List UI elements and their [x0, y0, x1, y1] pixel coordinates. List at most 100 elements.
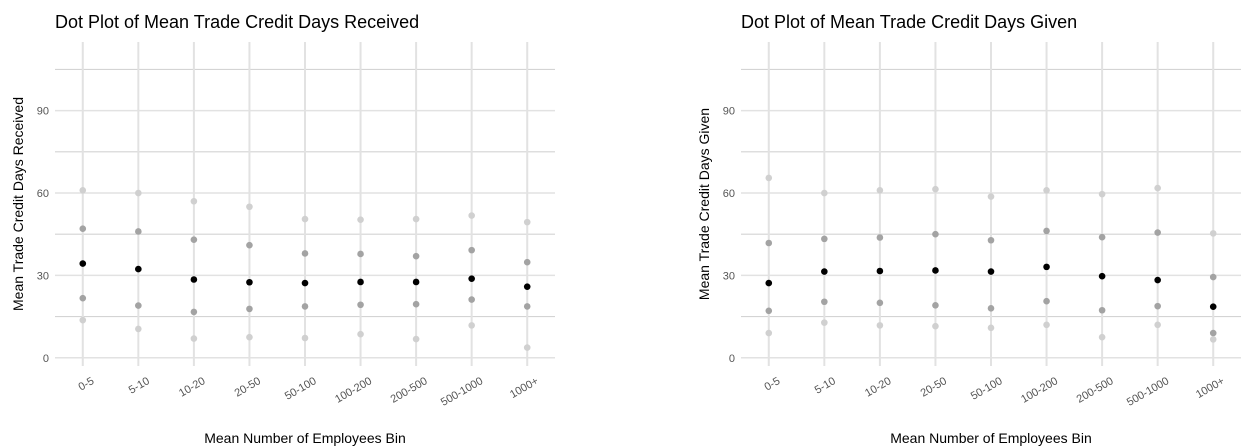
dot: [79, 260, 87, 267]
dot: [1043, 186, 1050, 194]
dot: [876, 234, 884, 241]
dot: [1098, 306, 1106, 314]
dot: [301, 215, 309, 223]
dot: [412, 215, 420, 223]
dot: [876, 267, 884, 275]
dot: [821, 319, 828, 326]
dot: [523, 283, 531, 290]
y-tick-label: 90: [37, 106, 49, 118]
y-tick-label: 60: [723, 188, 735, 200]
dot: [412, 335, 420, 343]
dot: [523, 258, 531, 266]
dot: [523, 218, 531, 226]
dot: [412, 278, 420, 286]
dot: [135, 302, 142, 309]
dot: [876, 322, 884, 329]
dot: [412, 300, 420, 308]
x-tick-label: 100-200: [333, 375, 374, 406]
dot: [1043, 297, 1050, 305]
x-tick-label: 500-1000: [439, 375, 485, 409]
dot: [246, 305, 253, 313]
dot: [246, 333, 253, 341]
dot: [1154, 302, 1161, 310]
x-tick-label: 1000+: [1194, 375, 1227, 401]
dot: [987, 236, 995, 244]
y-tick-label: 30: [723, 270, 735, 282]
dot: [79, 316, 87, 324]
dot: [301, 334, 309, 342]
x-tick-label: 0-5: [763, 375, 783, 393]
dot: [987, 193, 995, 200]
x-tick-label: 20-50: [233, 375, 263, 399]
x-tick-label: 50-100: [969, 375, 1005, 403]
x-axis-title: Mean Number of Employees Bin: [890, 430, 1092, 446]
dot: [1098, 190, 1106, 198]
y-axis-title: Mean Trade Credit Days Given: [696, 108, 712, 300]
dot: [1209, 336, 1217, 343]
dot: [765, 239, 773, 247]
dot: [357, 330, 364, 338]
dot: [135, 228, 142, 235]
dot: [1154, 276, 1161, 284]
dot: [765, 329, 773, 337]
dot: [468, 296, 475, 303]
chart-title: Dot Plot of Mean Trade Credit Days Recei…: [55, 12, 419, 32]
dot: [412, 252, 420, 260]
dot: [190, 308, 198, 316]
dot: [190, 276, 198, 283]
dot: [190, 236, 198, 243]
dot: [190, 197, 198, 205]
dot: [135, 189, 142, 197]
dot: [821, 298, 828, 306]
dot: [357, 250, 364, 258]
dot: [932, 322, 939, 330]
x-tick-label: 10-20: [177, 375, 207, 399]
x-tick-label: 200-500: [1075, 375, 1116, 406]
dot: [765, 279, 773, 287]
dot: [987, 268, 995, 275]
dot: [79, 186, 87, 194]
x-axis-title: Mean Number of Employees Bin: [204, 430, 406, 446]
dot: [246, 241, 253, 249]
chart-title: Dot Plot of Mean Trade Credit Days Given: [741, 12, 1077, 32]
dot: [1209, 329, 1217, 337]
y-tick-label: 60: [37, 188, 49, 200]
dot: [1098, 272, 1106, 280]
dot: [468, 246, 475, 254]
dot: [468, 212, 475, 219]
dot: [190, 335, 198, 342]
y-tick-label: 0: [729, 353, 735, 365]
dot: [246, 278, 253, 286]
dot: [79, 225, 87, 233]
dot: [357, 278, 364, 286]
dot: [876, 186, 884, 194]
dot: [821, 268, 828, 275]
dot: [876, 299, 884, 307]
dot: [246, 203, 253, 211]
dot: [765, 174, 773, 182]
dot: [1209, 303, 1217, 310]
x-tick-label: 200-500: [389, 375, 430, 406]
dot: [1043, 263, 1050, 271]
dot: [301, 250, 309, 257]
dot: [932, 230, 939, 238]
x-tick-label: 5-10: [813, 375, 838, 396]
dot: [135, 265, 142, 273]
y-axis-title: Mean Trade Credit Days Received: [10, 97, 26, 311]
dot: [932, 267, 939, 274]
dot: [1154, 321, 1161, 329]
dot: [987, 324, 995, 332]
y-tick-label: 0: [43, 353, 49, 365]
dot: [821, 235, 828, 243]
x-tick-label: 20-50: [919, 375, 949, 399]
dot: [468, 322, 475, 329]
dot: [301, 303, 309, 310]
chart: Dot Plot of Mean Trade Credit Days Given…: [696, 12, 1241, 446]
x-tick-label: 500-1000: [1125, 375, 1171, 409]
x-tick-label: 5-10: [127, 375, 152, 396]
dot: [987, 305, 995, 312]
dot: [357, 301, 364, 309]
dot: [135, 325, 142, 333]
